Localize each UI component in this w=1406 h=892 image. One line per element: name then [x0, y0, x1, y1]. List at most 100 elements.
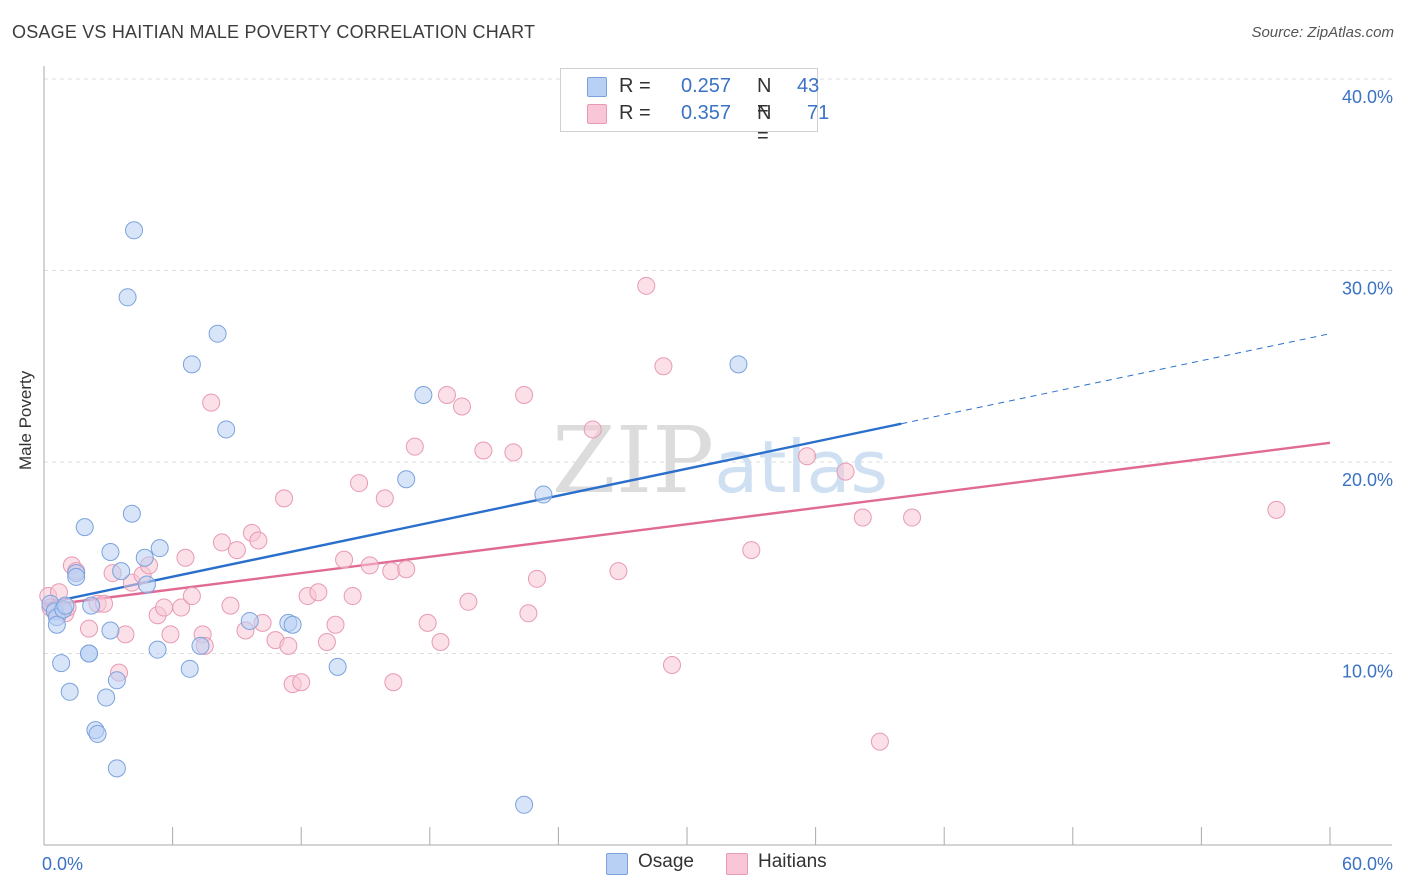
- haitians-point: [155, 598, 174, 617]
- osage-point: [60, 682, 79, 701]
- haitians-point: [397, 560, 416, 579]
- haitians-point: [80, 619, 99, 638]
- osage-point: [137, 575, 156, 594]
- osage-point: [135, 548, 154, 567]
- haitians-point: [384, 673, 403, 692]
- osage-point: [82, 596, 101, 615]
- haitians-point: [350, 474, 369, 493]
- haitians-swatch: [587, 104, 607, 124]
- osage-point: [112, 562, 131, 581]
- osage-point: [182, 355, 201, 374]
- haitians-point: [452, 397, 471, 416]
- osage-point: [150, 539, 169, 558]
- haitians-point: [202, 393, 221, 412]
- haitians-point: [903, 508, 922, 527]
- source-label: Source: ZipAtlas.com: [1251, 24, 1394, 41]
- haitians-point: [637, 276, 656, 295]
- haitians-point: [853, 508, 872, 527]
- haitians-point: [182, 587, 201, 606]
- haitians-point: [1267, 500, 1286, 519]
- haitians-point: [437, 385, 456, 404]
- haitians-point: [279, 636, 298, 655]
- osage-point: [97, 688, 116, 707]
- x-tick-label: 0.0%: [42, 854, 83, 874]
- haitians-point: [870, 732, 889, 751]
- haitians-point: [161, 625, 180, 644]
- watermark: ZIPatlas: [552, 407, 888, 514]
- haitians-point: [836, 462, 855, 481]
- osage-point: [180, 659, 199, 678]
- osage-point: [397, 470, 416, 489]
- osage-point: [88, 724, 107, 743]
- haitians-point: [326, 615, 345, 634]
- haitians-point: [292, 673, 311, 692]
- haitians-point: [609, 562, 628, 581]
- y-axis-label: Male Poverty: [16, 370, 35, 470]
- osage-point: [122, 504, 141, 523]
- osage-point: [107, 671, 126, 690]
- osage-point: [80, 644, 99, 663]
- x-tick-label: 60.0%: [1342, 854, 1393, 874]
- trend-lines: [43, 333, 1331, 607]
- osage-point: [56, 596, 75, 615]
- legend-box: R = 0.257 N = 43 R = 0.357 N = 71: [560, 68, 829, 147]
- osage-point: [148, 640, 167, 659]
- osage-point: [67, 567, 86, 586]
- y-tick-label: 40.0%: [1342, 87, 1393, 107]
- osage-point: [118, 288, 137, 307]
- osage-swatch: [606, 853, 628, 875]
- osage-point: [729, 355, 748, 374]
- bottom-legend-label: Haitians: [758, 851, 827, 872]
- y-tick-label: 10.0%: [1342, 662, 1393, 682]
- data-points: [39, 221, 1286, 814]
- haitians-point: [583, 420, 602, 439]
- haitians-point: [504, 443, 523, 462]
- haitians-point: [176, 548, 195, 567]
- haitians-swatch: [726, 853, 748, 875]
- haitians-point: [172, 598, 191, 617]
- osage-point: [75, 518, 94, 537]
- osage-point: [240, 611, 259, 630]
- haitians-point: [662, 655, 681, 674]
- haitians-point: [116, 625, 135, 644]
- haitians-point: [317, 633, 336, 652]
- haitians-point: [405, 437, 424, 456]
- osage-point: [47, 615, 66, 634]
- osage-point: [283, 615, 302, 634]
- haitians-point: [654, 357, 673, 376]
- osage-point: [101, 543, 120, 562]
- legend-n-label: N =: [757, 102, 772, 147]
- haitians-point: [515, 385, 534, 404]
- haitians-point: [431, 633, 450, 652]
- haitians-point: [221, 596, 240, 615]
- osage-point: [107, 759, 126, 778]
- axes: [43, 66, 1392, 846]
- haitians-point: [798, 447, 817, 466]
- osage-point: [191, 636, 210, 655]
- osage-swatch: [587, 77, 607, 97]
- haitians-point: [249, 531, 268, 550]
- legend-r-value: 0.357: [681, 102, 732, 124]
- haitians-point: [360, 556, 379, 575]
- haitians-point: [343, 587, 362, 606]
- osage-point: [208, 324, 227, 343]
- osage-point: [515, 795, 534, 814]
- haitians-point: [227, 541, 246, 560]
- bottom-legend-label: Osage: [638, 851, 694, 872]
- haitians-point: [309, 583, 328, 602]
- legend-r-label: R =: [619, 75, 651, 97]
- haitians-point: [742, 541, 761, 560]
- haitians-point: [418, 613, 437, 632]
- legend-r-value: 0.257: [681, 75, 732, 97]
- osage-point: [52, 654, 71, 673]
- osage-point: [101, 621, 120, 640]
- tick-labels: 10.0% 20.0% 30.0% 40.0% 0.0% 60.0%: [42, 87, 1393, 874]
- y-tick-label: 20.0%: [1342, 470, 1393, 490]
- legend-n-value: 43: [797, 75, 820, 97]
- haitians-point: [375, 489, 394, 508]
- osage-point: [414, 385, 433, 404]
- haitians-point: [519, 604, 538, 623]
- legend-n-label: N =: [757, 75, 772, 120]
- y-tick-label: 30.0%: [1342, 279, 1393, 299]
